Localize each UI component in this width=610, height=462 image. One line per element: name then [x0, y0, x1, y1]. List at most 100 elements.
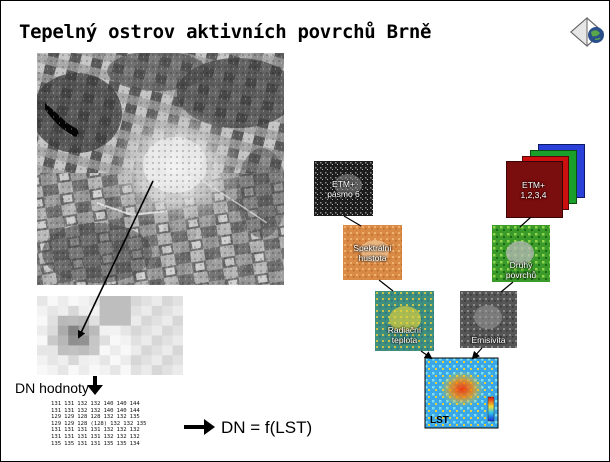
zoom-pixel: [57, 296, 69, 307]
etm-bands-label: ETM+ 1,2,3,4: [506, 180, 561, 200]
zoom-pixel: [110, 335, 121, 346]
zoom-pixel: [37, 335, 48, 346]
dn-cell: 131: [77, 433, 88, 440]
zoom-pixel: [37, 345, 48, 356]
zoom-pixel: [68, 325, 80, 336]
zoom-pixel: [89, 315, 100, 326]
etm-band6-image: [314, 161, 373, 216]
zoom-pixel: [172, 335, 183, 346]
etm-bands-stack: ETM+ 1,2,3,4: [506, 144, 586, 218]
zoom-pixel: [110, 305, 121, 317]
dn-down-arrow: [87, 376, 103, 395]
zoom-pixel: [172, 325, 183, 336]
zoom-pixel: [110, 345, 121, 356]
spectral-to-radiation-arrow: [378, 279, 394, 292]
zoom-pixel: [99, 325, 111, 336]
zoom-pixel: [57, 365, 69, 375]
etm-bands-label-line2: 1,2,3,4: [520, 190, 547, 200]
zoom-pixel: [37, 325, 48, 336]
emissivity-tile: Emisivita: [460, 291, 517, 348]
land-cover-label-line1: Druhý: [509, 260, 533, 270]
dn-cell: 132: [116, 433, 127, 440]
zoom-pixel: [99, 335, 111, 346]
zoom-pixel: [151, 315, 163, 326]
etm-band-darkred: [506, 161, 563, 218]
dn-cell: 135: [136, 420, 147, 427]
zoom-pixel: [130, 345, 142, 356]
dn-cell: 135: [64, 440, 75, 447]
zoom-pixel: [162, 315, 173, 326]
zoom-pixel: [130, 365, 142, 375]
zoom-pixel: [47, 365, 59, 375]
zoom-pixel: [99, 296, 111, 307]
dn-cell: 135: [103, 440, 114, 447]
zoom-pixel: [37, 296, 48, 307]
zoom-pixel: [162, 296, 173, 307]
zoom-pixel: [68, 365, 80, 375]
zoom-pixel: [130, 355, 142, 366]
etm-band6-tile: ETM+ pásmo 6: [314, 161, 373, 216]
zoom-pixel: [110, 355, 121, 366]
zoom-pixel: [37, 365, 48, 375]
dn-row: 131 131 132 132 140 140 144: [51, 408, 147, 415]
zoom-pixel: [89, 365, 100, 375]
zoom-pixel: [162, 355, 173, 366]
page-title: Tepelný ostrov aktivních povrchů Brně: [19, 21, 432, 43]
land-cover-label-line2: povrchů: [505, 270, 537, 280]
etm-bands-label-line1: ETM+: [522, 180, 545, 190]
dn-cell: 132: [90, 407, 101, 414]
zoom-pixel: [172, 345, 183, 356]
dn-cell: 129: [51, 420, 62, 427]
dn-cell: 132: [129, 433, 140, 440]
zoom-pixel: [47, 325, 59, 336]
dn-row: 135 135 131 131 135 135 134: [51, 441, 147, 448]
zoom-pixel: [99, 345, 111, 356]
zoom-pixel: [47, 305, 59, 317]
dn-values-table: 131 131 132 132 140 140 144 131 131 132 132 140 140 1…: [51, 401, 147, 447]
dn-cell: 131: [64, 427, 75, 434]
zoom-pixel: [110, 315, 121, 326]
university-logo-icon: [570, 16, 604, 48]
zoom-pixel: [120, 345, 132, 356]
zoom-pixel: [172, 315, 183, 326]
radiation-temp-image: [375, 291, 434, 351]
zoom-pixel: [151, 305, 163, 317]
formula-text: DN = f(LST): [221, 418, 313, 437]
zoom-pixel: [162, 305, 173, 317]
zoom-pixel: [151, 345, 163, 356]
zoom-pixel: [47, 296, 59, 307]
zoom-pixel: [162, 365, 173, 375]
zoom-pixel: [151, 335, 163, 346]
zoom-pixel: [110, 325, 121, 336]
dn-cell: 132: [77, 407, 88, 414]
dn-cell: 134: [129, 440, 140, 447]
zoom-pixel: [99, 315, 111, 326]
spectral-density-image: [343, 225, 402, 280]
zoom-pixel: [68, 355, 80, 366]
zoom-pixel: [37, 305, 48, 317]
dn-cell: 132: [116, 414, 127, 421]
land-cover-tile: Druhý povrchů: [492, 225, 550, 282]
radiation-temp-tile: Radiační teplota: [375, 291, 434, 351]
zoom-pixel: [68, 305, 80, 317]
dn-cell: 131: [51, 433, 62, 440]
zoom-pixel: [130, 305, 142, 317]
zoom-pixel: [47, 315, 59, 326]
zoom-pixel: [57, 325, 69, 336]
zoom-pixel: [78, 335, 90, 346]
zoom-pixel: [120, 355, 132, 366]
zoom-pixel: [130, 315, 142, 326]
dn-cell: 128: [77, 420, 88, 427]
zoom-pixel: [172, 305, 183, 317]
zoom-pixel: [89, 305, 100, 317]
dn-cell: 132: [77, 401, 88, 407]
zoom-pixel: [141, 335, 153, 346]
radiation-temp-label-line2: teplota: [391, 335, 418, 345]
zoom-pixel: [130, 335, 142, 346]
zoom-pixel: [141, 305, 153, 317]
etm-band6-label: ETM+ pásmo 6: [314, 179, 373, 199]
dn-cell: 132: [110, 420, 121, 427]
zoom-pixel: [110, 296, 121, 307]
zoom-pixel: [141, 355, 153, 366]
dn-cell: 131: [51, 427, 62, 434]
